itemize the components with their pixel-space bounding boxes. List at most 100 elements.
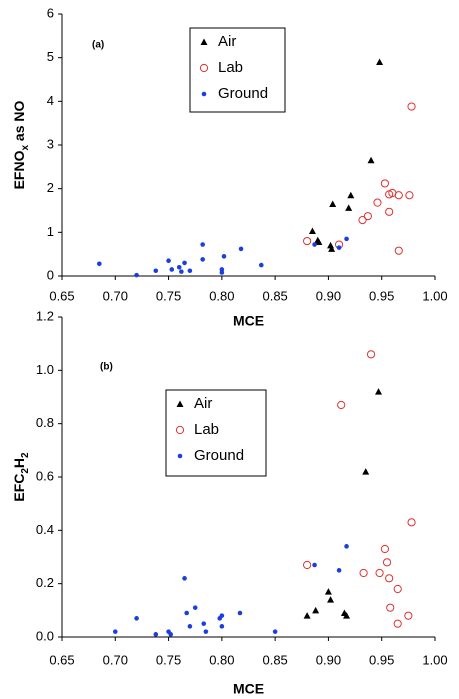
y-tick-label: 6 — [47, 5, 54, 20]
marker-circle — [407, 518, 416, 527]
legend-label: Air — [218, 33, 236, 50]
y-axis-title-part: EFC — [11, 474, 27, 502]
y-axis-title: EFNOx as NO — [11, 100, 31, 189]
x-tick-label: 0.80 — [209, 652, 234, 667]
marker-dot — [177, 453, 183, 459]
marker-dot — [237, 610, 243, 616]
marker-triangle — [375, 388, 383, 395]
x-tick-label: 0.75 — [156, 652, 181, 667]
marker-triangle — [345, 204, 353, 211]
marker-triangle — [303, 612, 311, 619]
x-axis-title: MCE — [233, 313, 264, 329]
marker-dot — [200, 257, 205, 262]
marker-circle — [373, 198, 382, 207]
marker-dot — [344, 236, 349, 242]
legend-label: Lab — [194, 421, 219, 438]
x-tick-label: 0.90 — [316, 288, 341, 303]
marker-dot — [219, 624, 225, 629]
marker-dot — [153, 632, 159, 637]
panel-label: (a) — [92, 40, 104, 51]
marker-circle — [404, 611, 413, 620]
x-tick-label: 1.00 — [422, 288, 447, 303]
marker-dot — [97, 261, 102, 267]
y-axis-title-part: 2 — [20, 452, 31, 458]
y-tick-label: 1 — [47, 224, 54, 239]
y-axis-title-part: H — [11, 458, 27, 468]
marker-dot — [201, 621, 207, 626]
marker-dot — [219, 270, 225, 275]
y-tick-label: 2 — [47, 180, 54, 195]
marker-dot — [258, 262, 264, 268]
marker-dot — [192, 605, 198, 610]
marker-dot — [153, 268, 159, 274]
marker-dot — [336, 245, 342, 250]
marker-triangle — [329, 200, 337, 207]
marker-circle — [393, 619, 402, 628]
marker-circle — [199, 63, 209, 73]
marker-triangle — [347, 191, 355, 199]
y-tick-label: 4 — [47, 93, 54, 108]
marker-circle — [358, 216, 367, 225]
x-tick-label: 0.70 — [103, 652, 128, 667]
marker-dot — [201, 91, 207, 97]
x-tick-label: 0.65 — [49, 652, 74, 667]
marker-triangle — [312, 606, 320, 614]
y-tick-label: 1.0 — [36, 362, 54, 377]
marker-circle — [386, 603, 395, 612]
marker-circle — [363, 212, 372, 221]
marker-dot — [112, 629, 118, 634]
y-tick-label: 0.4 — [36, 522, 54, 537]
y-axis-title-part: x — [20, 145, 31, 151]
marker-dot — [336, 568, 342, 573]
marker-dot — [219, 613, 225, 618]
marker-triangle — [176, 400, 184, 407]
y-axis-title-part: 2 — [20, 468, 31, 474]
marker-dot — [184, 610, 189, 616]
x-tick-label: 0.70 — [103, 288, 128, 303]
marker-circle — [385, 574, 394, 583]
marker-dot — [203, 629, 209, 634]
marker-circle — [407, 102, 416, 111]
marker-triangle — [308, 227, 316, 235]
x-tick-label: 0.75 — [156, 288, 181, 303]
marker-circle — [175, 425, 185, 435]
marker-circle — [359, 568, 368, 578]
legend-label: Ground — [194, 447, 244, 464]
y-axis-title-part: EFNO — [11, 150, 27, 189]
y-tick-label: 0.6 — [36, 468, 54, 483]
marker-triangle — [324, 588, 332, 595]
x-tick-label: 0.65 — [49, 288, 74, 303]
marker-dot — [176, 264, 182, 270]
marker-dot — [312, 242, 317, 247]
marker-circle — [394, 191, 403, 200]
legend-label: Lab — [218, 59, 243, 76]
x-tick-label: 0.85 — [262, 652, 287, 667]
marker-circle — [385, 207, 394, 216]
x-axis-title: MCE — [233, 681, 264, 697]
marker-dot — [134, 616, 139, 621]
marker-dot — [182, 260, 187, 266]
marker-triangle — [362, 468, 370, 475]
y-tick-label: 0 — [47, 267, 54, 282]
marker-circle — [405, 191, 414, 200]
marker-circle — [380, 179, 390, 188]
marker-triangle — [328, 245, 336, 252]
marker-dot — [168, 632, 174, 637]
marker-circle — [382, 558, 392, 567]
marker-dot — [344, 544, 349, 549]
marker-circle — [337, 400, 346, 410]
marker-triangle — [200, 38, 208, 45]
marker-circle — [303, 560, 312, 570]
x-tick-label: 0.85 — [262, 288, 287, 303]
y-tick-label: 3 — [47, 136, 54, 151]
y-tick-label: 1.2 — [36, 308, 54, 323]
y-axis-title: EFC2H2 — [11, 452, 31, 502]
marker-dot — [134, 272, 139, 278]
y-tick-label: 5 — [47, 49, 54, 64]
marker-dot — [221, 254, 227, 259]
marker-triangle — [327, 596, 335, 603]
marker-dot — [169, 267, 175, 272]
marker-triangle — [314, 236, 322, 244]
marker-circle — [394, 246, 403, 255]
marker-dot — [272, 629, 278, 634]
